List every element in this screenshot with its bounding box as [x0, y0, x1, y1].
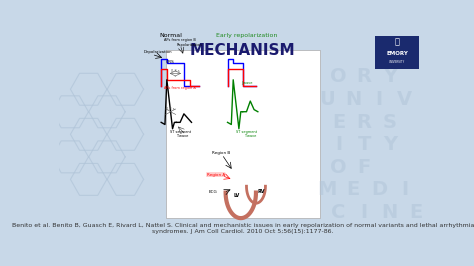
Text: U: U: [319, 90, 335, 109]
Text: S: S: [383, 113, 397, 132]
Text: N: N: [382, 203, 398, 222]
Text: R: R: [356, 68, 372, 86]
Text: T-wave: T-wave: [244, 134, 256, 138]
Text: R: R: [356, 113, 372, 132]
Text: Benito et al. Benito B, Guasch E, Rivard L, Nattel S. Clinical and mechanistic i: Benito et al. Benito B, Guasch E, Rivard…: [12, 223, 474, 228]
Text: Early repolarization: Early repolarization: [216, 33, 277, 38]
Text: Y: Y: [383, 135, 397, 154]
Text: QRS: QRS: [165, 60, 174, 64]
Text: E: E: [409, 203, 422, 222]
Text: Depolarization: Depolarization: [143, 50, 172, 54]
Text: MECHANISM: MECHANISM: [190, 43, 296, 58]
Text: T: T: [357, 135, 371, 154]
Text: N: N: [345, 90, 361, 109]
Text: 0.3 s: 0.3 s: [171, 69, 180, 73]
Text: Region A: Region A: [207, 173, 225, 177]
Text: Repolarization: Repolarization: [177, 43, 202, 47]
Text: O: O: [330, 68, 347, 86]
Text: I: I: [361, 203, 368, 222]
Text: F: F: [357, 157, 371, 177]
Text: APs from region B: APs from region B: [164, 39, 196, 43]
FancyBboxPatch shape: [375, 36, 419, 69]
Text: J-wave: J-wave: [241, 81, 252, 85]
Text: V: V: [397, 90, 412, 109]
Text: M: M: [318, 180, 337, 199]
Text: ⛨: ⛨: [395, 38, 400, 47]
Text: I: I: [375, 90, 383, 109]
Text: I: I: [401, 180, 408, 199]
Text: E: E: [346, 180, 360, 199]
Text: O: O: [330, 157, 347, 177]
Text: LV: LV: [234, 193, 240, 198]
Text: T-wave: T-wave: [176, 134, 188, 138]
Text: Normal: Normal: [159, 33, 182, 38]
Text: UNIVERSITY: UNIVERSITY: [389, 60, 405, 64]
Text: Y: Y: [383, 68, 397, 86]
FancyBboxPatch shape: [166, 50, 320, 218]
Text: ECG: ECG: [209, 190, 217, 194]
Text: C: C: [331, 203, 346, 222]
Text: Region B: Region B: [212, 151, 231, 155]
Text: I: I: [335, 135, 342, 154]
Text: 0.3 s: 0.3 s: [166, 107, 175, 111]
Text: ST segment: ST segment: [170, 130, 191, 134]
Text: EMORY: EMORY: [386, 51, 408, 56]
Text: E: E: [332, 113, 345, 132]
Text: APs from region A: APs from region A: [164, 86, 196, 90]
Text: syndromes. J Am Coll Cardiol. 2010 Oct 5;56(15):1177-86.: syndromes. J Am Coll Cardiol. 2010 Oct 5…: [152, 229, 334, 234]
Text: ST segment: ST segment: [236, 130, 257, 134]
Text: RV: RV: [258, 189, 265, 194]
Text: D: D: [371, 180, 387, 199]
